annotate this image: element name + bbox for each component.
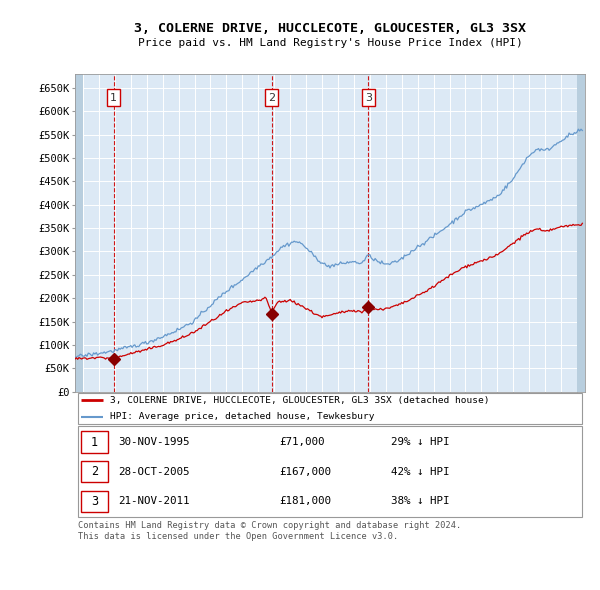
FancyBboxPatch shape (77, 426, 583, 517)
Text: 3, COLERNE DRIVE, HUCCLECOTE, GLOUCESTER, GL3 3SX (detached house): 3, COLERNE DRIVE, HUCCLECOTE, GLOUCESTER… (110, 396, 489, 405)
Text: 42% ↓ HPI: 42% ↓ HPI (391, 467, 450, 477)
Text: 3, COLERNE DRIVE, HUCCLECOTE, GLOUCESTER, GL3 3SX: 3, COLERNE DRIVE, HUCCLECOTE, GLOUCESTER… (134, 22, 526, 35)
FancyBboxPatch shape (81, 431, 107, 453)
Text: £181,000: £181,000 (279, 496, 331, 506)
Text: 29% ↓ HPI: 29% ↓ HPI (391, 437, 450, 447)
Text: 2: 2 (268, 93, 275, 103)
Bar (577, 74, 585, 392)
Text: £167,000: £167,000 (279, 467, 331, 477)
Text: 1: 1 (91, 435, 98, 448)
Text: Price paid vs. HM Land Registry's House Price Index (HPI): Price paid vs. HM Land Registry's House … (137, 38, 523, 48)
Bar (75, 74, 83, 392)
FancyBboxPatch shape (77, 393, 583, 424)
Text: 21-NOV-2011: 21-NOV-2011 (118, 496, 190, 506)
Text: 3: 3 (365, 93, 372, 103)
Text: 2: 2 (91, 465, 98, 478)
Text: 1: 1 (110, 93, 117, 103)
FancyBboxPatch shape (81, 491, 107, 512)
Text: £71,000: £71,000 (279, 437, 325, 447)
Text: 3: 3 (91, 495, 98, 508)
Text: 30-NOV-1995: 30-NOV-1995 (118, 437, 190, 447)
Text: HPI: Average price, detached house, Tewkesbury: HPI: Average price, detached house, Tewk… (110, 412, 374, 421)
Text: Contains HM Land Registry data © Crown copyright and database right 2024.
This d: Contains HM Land Registry data © Crown c… (77, 522, 461, 541)
FancyBboxPatch shape (81, 461, 107, 483)
Text: 38% ↓ HPI: 38% ↓ HPI (391, 496, 450, 506)
Text: 28-OCT-2005: 28-OCT-2005 (118, 467, 190, 477)
